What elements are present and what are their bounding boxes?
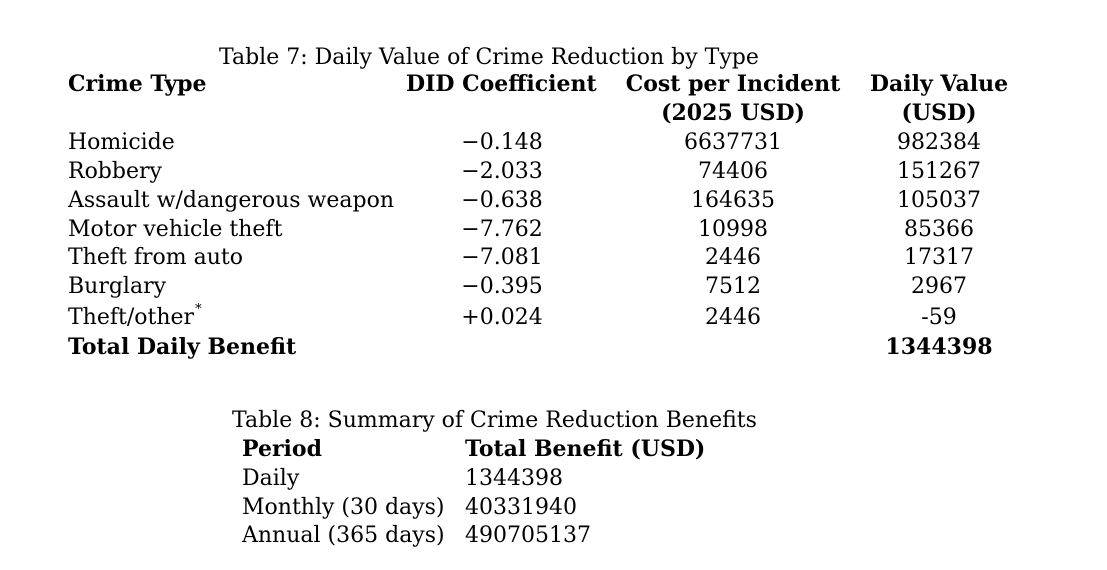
- table-7-caption: Table 7: Daily Value of Crime Reduction …: [219, 45, 759, 70]
- did-coefficient-cell: −0.638: [461, 188, 543, 213]
- period-cell: Monthly (30 days): [242, 495, 445, 520]
- crime-type-cell: Motor vehicle theft: [68, 217, 283, 242]
- header-cost-line1: Cost per Incident: [625, 71, 841, 97]
- crime-type-cell: Homicide: [68, 130, 175, 155]
- total-daily-value: 1344398: [885, 334, 993, 360]
- header-crime-type: Crime Type: [68, 71, 207, 97]
- crime-type-cell: Theft from auto: [68, 245, 243, 270]
- daily-value-cell: 982384: [897, 130, 981, 155]
- daily-value-cell: 151267: [897, 159, 981, 184]
- cost-per-incident-cell: 7512: [705, 274, 761, 299]
- daily-value-cell: 2967: [911, 274, 967, 299]
- cost-per-incident-cell: 2446: [705, 245, 761, 270]
- daily-value-cell: 17317: [904, 245, 974, 270]
- cost-per-incident-cell: 10998: [698, 217, 768, 242]
- crime-type-text: Theft/other: [68, 305, 195, 330]
- crime-type-cell: Burglary: [68, 274, 167, 299]
- did-coefficient-cell: −7.081: [461, 245, 543, 270]
- did-coefficient-cell: −0.148: [461, 130, 543, 155]
- daily-value-cell: 105037: [897, 188, 981, 213]
- did-coefficient-cell: +0.024: [461, 305, 543, 330]
- period-cell: Annual (365 days): [242, 523, 445, 548]
- benefit-cell: 490705137: [465, 523, 591, 548]
- benefit-cell: 40331940: [465, 495, 577, 520]
- did-coefficient-cell: −7.762: [461, 217, 543, 242]
- daily-value-cell: 85366: [904, 217, 974, 242]
- did-coefficient-cell: −2.033: [461, 159, 543, 184]
- daily-value-cell: -59: [921, 305, 957, 330]
- footnote-marker: *: [195, 302, 202, 317]
- header-daily-line2: (USD): [901, 100, 977, 126]
- header-did-coefficient: DID Coefficient: [406, 71, 597, 97]
- header-total-benefit: Total Benefit (USD): [465, 436, 706, 462]
- header-cost-line2: (2025 USD): [661, 100, 805, 126]
- header-daily-line1: Daily Value: [869, 71, 1009, 97]
- cost-per-incident-cell: 6637731: [684, 130, 782, 155]
- crime-type-cell: Assault w/dangerous weapon: [68, 188, 395, 213]
- cost-per-incident-cell: 164635: [691, 188, 775, 213]
- period-cell: Daily: [242, 466, 300, 491]
- benefit-cell: 1344398: [465, 466, 563, 491]
- table-8-caption: Table 8: Summary of Crime Reduction Bene…: [232, 408, 757, 433]
- total-label: Total Daily Benefit: [68, 334, 297, 360]
- header-period: Period: [242, 436, 322, 462]
- crime-type-cell: Robbery: [68, 159, 162, 184]
- cost-per-incident-cell: 2446: [705, 305, 761, 330]
- cost-per-incident-cell: 74406: [698, 159, 768, 184]
- did-coefficient-cell: −0.395: [461, 274, 543, 299]
- crime-type-cell: Theft/other*: [68, 303, 202, 330]
